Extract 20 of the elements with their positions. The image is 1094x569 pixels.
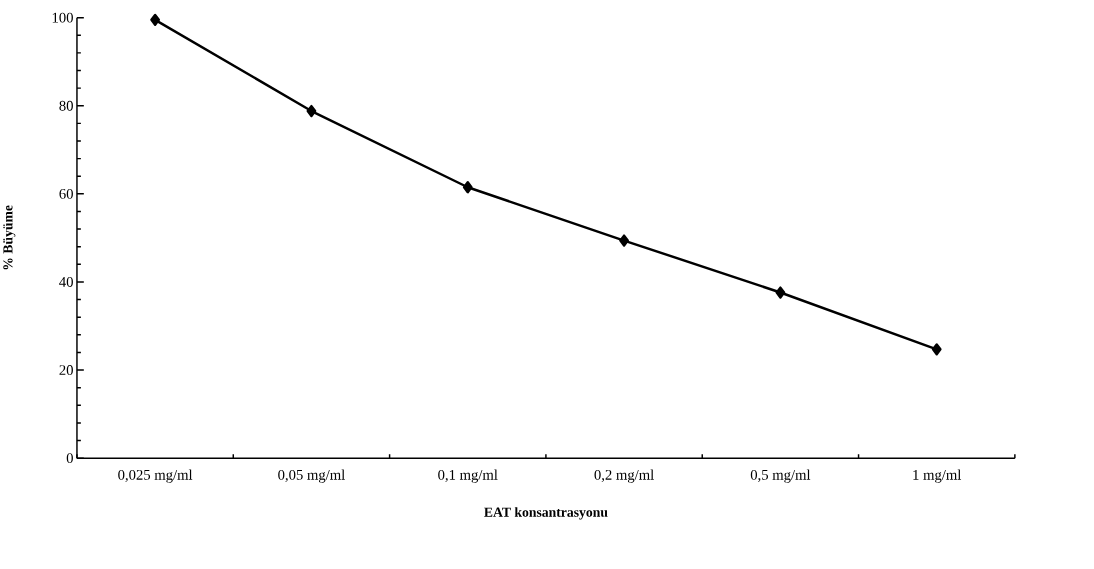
point — [931, 343, 942, 356]
y-axis-title: % Büyüme — [3, 205, 16, 270]
x-tick-label: 0,05 mg/ml — [278, 469, 345, 483]
x-axis-title: EAT konsantrasyonu — [484, 507, 608, 520]
point — [462, 181, 473, 194]
x-tick-label: 0,025 mg/ml — [118, 469, 193, 483]
x-tick-label: 0,1 mg/ml — [438, 469, 498, 483]
x-tick-label: 0,5 mg/ml — [750, 469, 811, 483]
y-tick-label: 0 — [66, 453, 73, 464]
point — [306, 104, 317, 118]
point — [775, 286, 786, 299]
y-tick-label: 20 — [59, 365, 73, 375]
x-tick-label: 0,2 mg/ml — [594, 469, 654, 483]
point — [150, 13, 161, 26]
point — [619, 234, 629, 247]
y-tick-label: 60 — [59, 188, 73, 199]
y-tick-label: 100 — [52, 12, 73, 23]
y-tick-label: 80 — [59, 100, 73, 111]
x-tick-label: 1 mg/ml — [913, 469, 962, 483]
y-tick-label: 40 — [59, 277, 73, 287]
